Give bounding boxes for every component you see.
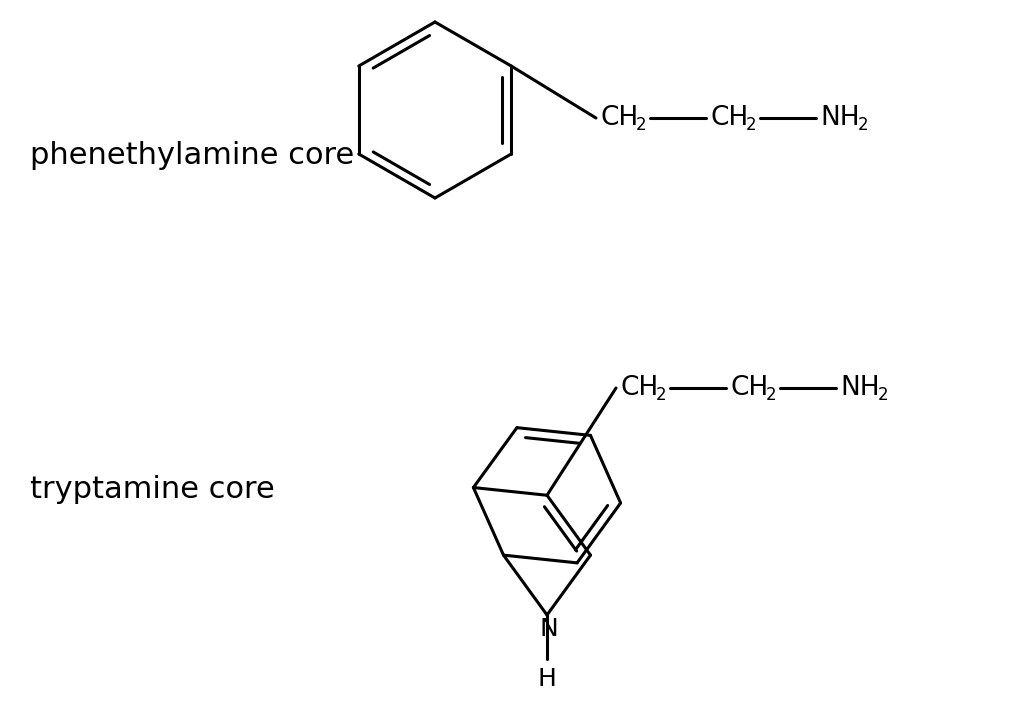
Text: 2: 2: [878, 386, 889, 404]
Text: 2: 2: [656, 386, 667, 404]
Text: CH: CH: [731, 375, 768, 401]
Text: NH: NH: [840, 375, 879, 401]
Text: phenethylamine core: phenethylamine core: [30, 141, 354, 170]
Text: NH: NH: [820, 105, 860, 131]
Text: H: H: [538, 668, 556, 692]
Text: tryptamine core: tryptamine core: [30, 475, 275, 505]
Text: 2: 2: [746, 116, 756, 134]
Text: 2: 2: [858, 116, 869, 134]
Text: N: N: [540, 617, 558, 641]
Text: 2: 2: [766, 386, 777, 404]
Text: 2: 2: [636, 116, 646, 134]
Text: CH: CH: [710, 105, 748, 131]
Text: CH: CH: [600, 105, 638, 131]
Text: CH: CH: [620, 375, 659, 401]
